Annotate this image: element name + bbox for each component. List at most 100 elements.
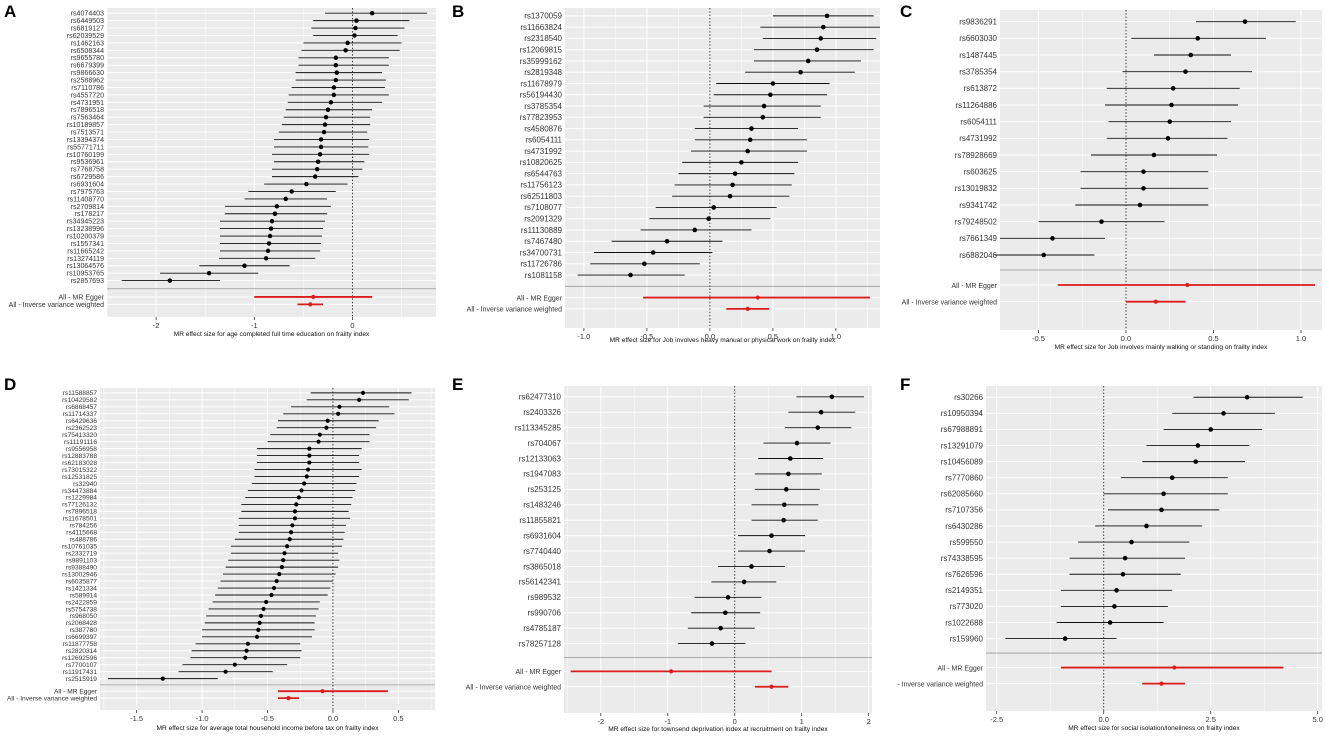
snp-label: rs2422859 [66, 599, 98, 606]
effect-point [1141, 186, 1146, 191]
summary-point [308, 302, 313, 307]
effect-point [1188, 52, 1194, 58]
effect-point [289, 189, 294, 194]
panel-label-a: A [4, 2, 17, 21]
snp-label: rs13291079 [941, 441, 984, 450]
snp-label: rs704067 [528, 439, 562, 448]
effect-point [749, 564, 754, 569]
effect-point [798, 69, 803, 75]
snp-label: rs7110786 [71, 85, 104, 92]
snp-label: rs9836291 [959, 17, 997, 26]
summary-label: All - MR Egger [58, 294, 104, 301]
snp-label: rs2091329 [524, 215, 562, 224]
x-tick-label: -1 [251, 321, 258, 330]
snp-label: rs6882046 [959, 251, 997, 260]
snp-label: rs10950394 [941, 409, 984, 418]
effect-point [1167, 119, 1173, 124]
effect-point [761, 103, 767, 109]
snp-label: rs9655780 [71, 55, 104, 62]
effect-point [824, 13, 830, 19]
snp-label: rs67988891 [941, 425, 984, 434]
snp-label: rs6699397 [66, 634, 98, 641]
plot-background [565, 8, 880, 328]
effect-point [331, 92, 337, 98]
snp-label: rs1487445 [959, 51, 997, 60]
snp-label: rs387780 [69, 627, 97, 634]
snp-label: rs6868457 [66, 404, 98, 411]
x-tick-label: -1.0 [196, 714, 209, 723]
effect-point [1193, 459, 1199, 464]
snp-label: rs1081158 [525, 271, 563, 280]
effect-point [725, 595, 731, 600]
effect-point [767, 548, 772, 554]
effect-point [1114, 588, 1119, 593]
x-tick-label: 0.0 [705, 332, 715, 341]
summary-label: All - Inverse variance weighted [7, 695, 97, 702]
summary-label: All - Inverse variance weighted [466, 685, 561, 692]
snp-label: rs30266 [954, 393, 983, 402]
x-tick-label: 0 [733, 717, 737, 726]
summary-label: All - MR Egger [516, 295, 562, 302]
snp-label: rs10820625 [520, 158, 563, 167]
snp-label: rs9891103 [66, 557, 97, 564]
snp-label: rs1370059 [524, 12, 562, 21]
snp-label: rs11663824 [520, 23, 562, 32]
effect-point [1195, 36, 1201, 41]
summary-point [1185, 282, 1190, 288]
snp-label: rs7975763 [71, 189, 104, 196]
snp-label: rs253125 [528, 485, 562, 494]
snp-label: rs79248502 [955, 217, 998, 226]
snp-label: rs1483246 [523, 501, 561, 510]
summary-point [286, 696, 291, 701]
snp-label: rs2068428 [66, 620, 98, 627]
snp-label: rs613872 [964, 84, 998, 93]
snp-label: rs62085660 [941, 490, 984, 499]
effect-point [718, 625, 723, 631]
effect-point [1122, 555, 1128, 561]
effect-point [317, 152, 323, 157]
effect-point [244, 648, 249, 653]
effect-point [369, 10, 375, 16]
snp-label: rs11665242 [67, 248, 104, 255]
effect-point [279, 565, 284, 570]
panel-e: E rs62477310 rs2403326 rs113345285 rs704067… [448, 373, 888, 737]
snp-label: rs2403326 [523, 408, 561, 417]
effect-point [324, 425, 329, 430]
effect-point [1170, 86, 1176, 91]
snp-label: rs7896518 [71, 107, 104, 114]
snp-label: rs6544763 [524, 169, 562, 178]
effect-point [1041, 252, 1047, 258]
effect-point [760, 114, 766, 120]
effect-point [257, 620, 262, 625]
x-tick-label: -2.5 [990, 715, 1003, 724]
snp-label: rs4731992 [959, 134, 997, 143]
effect-point [314, 166, 320, 172]
snp-label: rs13238996 [67, 226, 104, 233]
effect-point [730, 182, 735, 188]
effect-point [333, 62, 339, 68]
snp-label: rs2857693 [71, 278, 104, 285]
effect-point [245, 641, 250, 646]
snp-label: rs9536961 [71, 159, 104, 166]
snp-label: rs2332719 [66, 550, 98, 557]
snp-label: rs7896518 [66, 509, 98, 516]
panel-a: A rs4074403 rs6449503 rs6819127 rs62039529 r… [0, 0, 440, 350]
snp-label: rs9388490 [66, 564, 98, 571]
snp-label: rs2820314 [66, 648, 98, 655]
snp-label: rs9866630 [71, 70, 104, 77]
effect-point [318, 144, 324, 150]
x-tick-label: -2 [153, 321, 160, 330]
effect-point [1141, 169, 1146, 174]
snp-label: rs78928669 [955, 151, 998, 160]
snp-label: rs2588962 [71, 78, 104, 85]
x-tick-label: -1 [664, 717, 671, 726]
effect-point [223, 669, 228, 674]
effect-point [650, 250, 656, 255]
x-tick-label: -1.5 [130, 714, 143, 723]
snp-label: rs3785354 [524, 102, 562, 111]
effect-point [1169, 475, 1175, 481]
panel-f: F rs30266 rs10950394 rs67988891 rs13291079 r… [888, 373, 1325, 737]
summary-label: All - Inverse variance weighted [902, 299, 997, 306]
forest-plot-d: rs11588857rs10429582rs6868457rs11714337r… [7, 388, 435, 732]
snp-label: rs6430286 [945, 522, 983, 531]
